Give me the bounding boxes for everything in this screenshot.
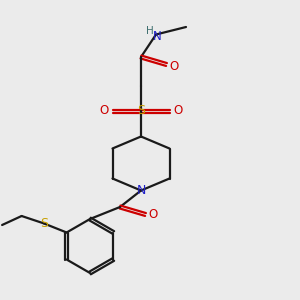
Text: O: O xyxy=(148,208,158,221)
Text: O: O xyxy=(173,104,182,118)
Text: H: H xyxy=(146,26,153,37)
Text: O: O xyxy=(169,59,178,73)
Text: S: S xyxy=(40,217,48,230)
Text: N: N xyxy=(153,29,162,43)
Text: S: S xyxy=(137,104,145,118)
Text: N: N xyxy=(136,184,146,197)
Text: O: O xyxy=(100,104,109,118)
